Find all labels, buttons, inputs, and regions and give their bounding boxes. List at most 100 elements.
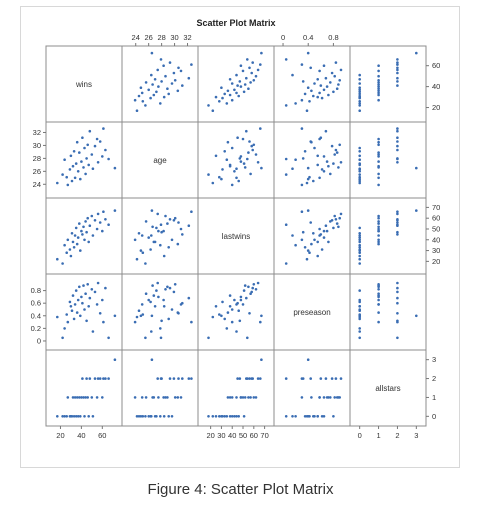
point-preseason-vs-wins-7 xyxy=(70,309,74,313)
point-lastwins-vs-wins-29 xyxy=(96,212,100,216)
point-wins-vs-preseason-14 xyxy=(335,87,339,90)
point-preseason-vs-lastwins-12 xyxy=(226,311,230,314)
point-preseason-vs-allstars-28 xyxy=(377,303,380,306)
point-age-vs-allstars-17 xyxy=(396,136,399,139)
point-age-vs-wins-18 xyxy=(82,166,85,169)
point-preseason-vs-age-4 xyxy=(133,320,137,324)
point-lastwins-vs-preseason-5 xyxy=(320,248,324,251)
point-wins-vs-preseason-16 xyxy=(325,85,329,88)
point-preseason-vs-age-19 xyxy=(170,308,174,311)
point-age-vs-wins-9 xyxy=(72,150,76,153)
point-wins-vs-allstars-9 xyxy=(358,92,362,96)
point-lastwins-vs-allstars-15 xyxy=(358,249,362,252)
point-preseason-vs-age-18 xyxy=(151,284,154,287)
point-age-vs-lastwins-14 xyxy=(247,151,250,154)
point-allstars-vs-lastwins-12 xyxy=(226,396,230,399)
point-wins-vs-age-11 xyxy=(155,90,158,94)
point-lastwins-vs-allstars-32 xyxy=(396,210,399,213)
point-preseason-vs-lastwins-6 xyxy=(214,305,218,308)
point-wins-vs-preseason-6 xyxy=(316,95,320,99)
point-wins-vs-allstars-16 xyxy=(377,85,380,88)
point-age-vs-preseason-9 xyxy=(303,150,307,153)
point-preseason-vs-age-9 xyxy=(167,317,170,321)
point-preseason-vs-lastwins-7 xyxy=(237,309,240,313)
point-lastwins-vs-preseason-16 xyxy=(325,229,329,233)
point-lastwins-vs-age-4 xyxy=(133,238,137,242)
point-allstars-vs-wins-22 xyxy=(86,396,89,399)
point-allstars-vs-lastwins-15 xyxy=(220,415,223,418)
point-lastwins-vs-age-19 xyxy=(170,238,174,242)
point-lastwins-vs-wins-34 xyxy=(107,223,110,226)
point-allstars-vs-preseason-29 xyxy=(339,377,343,380)
point-wins-vs-preseason-7 xyxy=(312,94,315,98)
point-age-vs-lastwins-27 xyxy=(250,144,253,148)
point-allstars-vs-age-16 xyxy=(157,396,160,399)
point-wins-vs-age-32 xyxy=(190,63,193,66)
point-age-vs-lastwins-7 xyxy=(237,179,240,183)
point-preseason-vs-wins-10 xyxy=(73,303,77,306)
point-age-vs-preseason-33 xyxy=(334,148,338,152)
point-wins-vs-preseason-9 xyxy=(303,92,307,96)
point-wins-vs-allstars-7 xyxy=(358,94,362,98)
point-age-vs-allstars-29 xyxy=(396,161,399,164)
point-age-vs-preseason-20 xyxy=(329,172,332,176)
point-age-vs-preseason-3 xyxy=(308,175,311,179)
point-preseason-vs-age-13 xyxy=(147,298,150,302)
point-allstars-vs-preseason-1 xyxy=(284,415,288,418)
point-lastwins-vs-age-20 xyxy=(144,220,148,223)
point-age-vs-preseason-18 xyxy=(337,166,340,169)
point-allstars-vs-preseason-15 xyxy=(306,415,310,418)
point-wins-vs-lastwins-7 xyxy=(237,94,240,98)
point-preseason-vs-lastwins-33 xyxy=(251,286,254,290)
point-allstars-vs-wins-0 xyxy=(56,415,59,418)
point-preseason-vs-allstars-5 xyxy=(358,300,362,304)
y-tick-label-allstars-2: 2 xyxy=(432,374,436,383)
point-allstars-vs-lastwins-10 xyxy=(235,396,238,399)
point-allstars-vs-lastwins-32 xyxy=(259,377,262,380)
point-allstars-vs-preseason-17 xyxy=(319,377,323,380)
point-preseason-vs-age-5 xyxy=(149,300,152,304)
point-age-vs-preseason-11 xyxy=(332,162,335,165)
point-allstars-vs-age-12 xyxy=(176,396,180,399)
point-allstars-vs-lastwins-3 xyxy=(218,415,221,418)
point-preseason-vs-age-0 xyxy=(135,315,139,319)
point-age-vs-lastwins-13 xyxy=(233,170,236,173)
point-allstars-vs-wins-3 xyxy=(65,415,68,418)
point-allstars-vs-preseason-24 xyxy=(324,377,328,380)
point-preseason-vs-wins-30 xyxy=(98,312,102,315)
point-lastwins-vs-preseason-21 xyxy=(301,230,305,234)
point-lastwins-vs-preseason-17 xyxy=(319,233,323,236)
point-wins-vs-age-8 xyxy=(152,93,156,97)
point-preseason-vs-wins-21 xyxy=(85,319,88,323)
point-allstars-vs-wins-14 xyxy=(78,396,81,399)
point-allstars-vs-age-10 xyxy=(140,396,144,399)
point-age-vs-preseason-28 xyxy=(318,137,321,141)
point-allstars-vs-lastwins-31 xyxy=(239,396,243,399)
point-preseason-vs-lastwins-15 xyxy=(220,314,223,318)
point-wins-vs-allstars-32 xyxy=(396,63,399,66)
point-wins-vs-age-19 xyxy=(170,82,174,85)
point-age-vs-allstars-28 xyxy=(377,137,380,141)
point-wins-vs-age-1 xyxy=(144,104,147,107)
point-wins-vs-preseason-24 xyxy=(324,76,328,80)
y-tick-label-preseason-0.2: 0.2 xyxy=(31,324,41,333)
point-allstars-vs-age-25 xyxy=(164,396,167,399)
point-wins-vs-preseason-29 xyxy=(339,68,343,72)
point-preseason-vs-age-15 xyxy=(139,314,143,318)
point-lastwins-vs-preseason-34 xyxy=(284,223,288,226)
point-wins-vs-lastwins-22 xyxy=(252,79,256,82)
point-wins-vs-age-12 xyxy=(176,89,180,93)
point-wins-vs-age-16 xyxy=(157,85,160,88)
point-allstars-vs-wins-1 xyxy=(61,415,64,418)
point-allstars-vs-age-30 xyxy=(177,377,180,380)
point-preseason-vs-wins-18 xyxy=(82,284,85,287)
point-lastwins-vs-age-24 xyxy=(187,224,191,227)
point-allstars-vs-wins-20 xyxy=(84,396,87,399)
point-wins-vs-age-28 xyxy=(179,69,183,73)
point-age-vs-wins-27 xyxy=(93,144,97,148)
point-lastwins-vs-preseason-15 xyxy=(306,249,310,252)
point-preseason-vs-age-35 xyxy=(150,314,154,318)
point-age-vs-preseason-26 xyxy=(291,167,294,170)
point-lastwins-vs-age-33 xyxy=(168,218,172,221)
point-age-vs-wins-5 xyxy=(68,168,72,171)
